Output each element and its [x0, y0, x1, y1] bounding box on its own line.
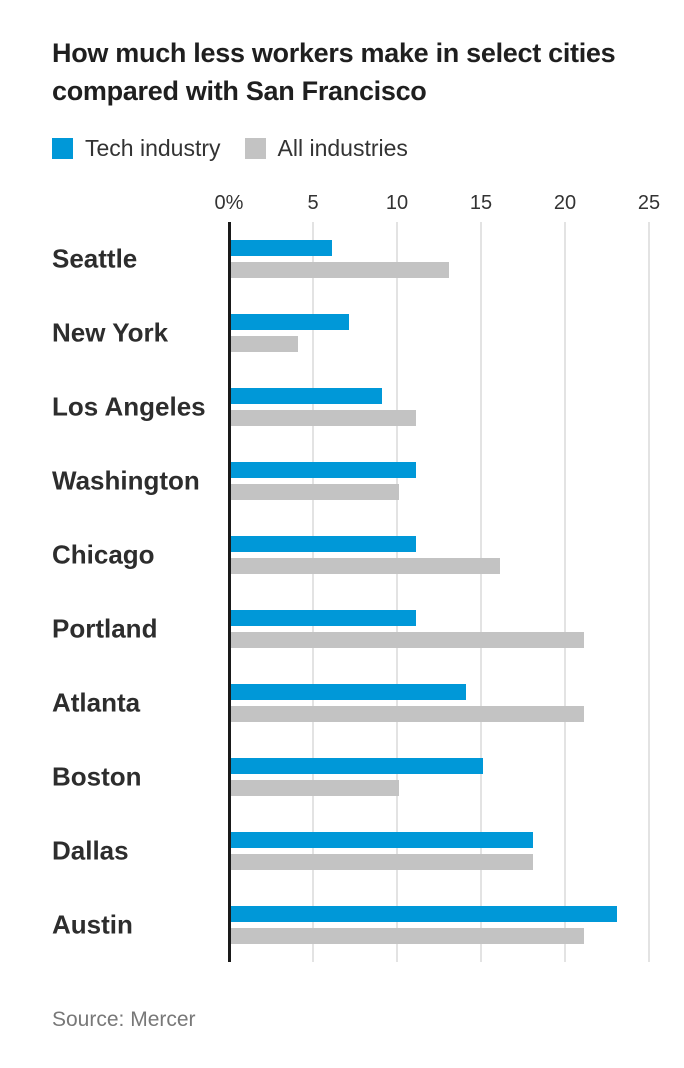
chart-row: New York	[52, 296, 660, 370]
source-note: Source: Mercer	[52, 1008, 196, 1031]
chart-rows: Seattle New York Los Angeles Washington Chic…	[52, 222, 660, 962]
gridline	[396, 222, 398, 962]
bar-group	[231, 536, 651, 574]
city-label: Portland	[52, 613, 158, 644]
chart-row: Portland	[52, 592, 660, 666]
chart-row: Boston	[52, 740, 660, 814]
chart-row: Seattle	[52, 222, 660, 296]
tech-industry-bar	[231, 684, 467, 700]
legend-label-all: All industries	[277, 135, 408, 161]
chart-title: How much less workers make in select cit…	[52, 38, 616, 106]
city-label: Atlanta	[52, 687, 141, 718]
city-label: Los Angeles	[52, 391, 206, 422]
all-industries-bar	[231, 558, 500, 574]
gridline	[312, 222, 314, 962]
chart-row: Washington	[52, 444, 660, 518]
chart-row: Dallas	[52, 814, 660, 888]
bar-group	[231, 684, 651, 722]
tech-industry-bar	[231, 240, 332, 256]
legend-label-tech: Tech industry	[85, 135, 221, 161]
tech-industry-swatch-icon	[52, 138, 73, 159]
all-industries-bar	[231, 410, 416, 426]
x-axis-tick-label: 20	[553, 192, 577, 214]
all-industries-bar	[231, 928, 584, 944]
bar-group	[231, 610, 651, 648]
all-industries-bar	[231, 706, 584, 722]
all-industries-bar	[231, 336, 299, 352]
y-axis-line	[228, 222, 231, 962]
tech-industry-bar	[231, 462, 416, 478]
legend: Tech industry All industries	[52, 135, 660, 162]
x-axis-tick-label: 15	[469, 192, 493, 214]
city-label: Austin	[52, 909, 133, 940]
city-label: Washington	[52, 465, 200, 496]
chart-row: Los Angeles	[52, 370, 660, 444]
bar-group	[231, 758, 651, 796]
tech-industry-bar	[231, 832, 534, 848]
all-industries-bar	[231, 854, 534, 870]
bar-group	[231, 832, 651, 870]
tech-industry-bar	[231, 536, 416, 552]
all-industries-swatch-icon	[244, 138, 266, 159]
city-label: Chicago	[52, 539, 155, 570]
tech-industry-bar	[231, 906, 618, 922]
bar-group	[231, 240, 651, 278]
plot-area: Seattle New York Los Angeles Washington Chic…	[52, 222, 660, 962]
bar-group	[231, 388, 651, 426]
all-industries-bar	[231, 262, 450, 278]
chart-row: Atlanta	[52, 666, 660, 740]
all-industries-bar	[231, 632, 584, 648]
x-axis-tick-label: 25	[637, 192, 661, 214]
chart-row: Chicago	[52, 518, 660, 592]
city-label: New York	[52, 317, 169, 348]
tech-industry-bar	[231, 758, 483, 774]
x-axis-tick-label: 0%	[214, 192, 244, 214]
all-industries-bar	[231, 780, 399, 796]
legend-item-all: All industries	[244, 135, 408, 162]
tech-industry-bar	[231, 388, 383, 404]
tech-industry-bar	[231, 314, 349, 330]
bar-group	[231, 462, 651, 500]
legend-item-tech: Tech industry	[52, 135, 221, 162]
gridline	[480, 222, 482, 962]
x-axis-tick-label: 10	[385, 192, 409, 214]
all-industries-bar	[231, 484, 399, 500]
tech-industry-bar	[231, 610, 416, 626]
x-axis-tick-label: 5	[307, 192, 319, 214]
bar-group	[231, 314, 651, 352]
x-axis: 0% 5 10 15 20 25	[52, 188, 661, 222]
gridline	[564, 222, 566, 962]
city-label: Seattle	[52, 243, 138, 274]
city-label: Dallas	[52, 835, 129, 866]
bar-chart: 0% 5 10 15 20 25 Seattle New York Los Angeles Wa…	[52, 188, 660, 962]
gridline	[648, 222, 650, 962]
bar-group	[231, 906, 651, 944]
city-label: Boston	[52, 761, 142, 792]
chart-row: Austin	[52, 888, 660, 962]
